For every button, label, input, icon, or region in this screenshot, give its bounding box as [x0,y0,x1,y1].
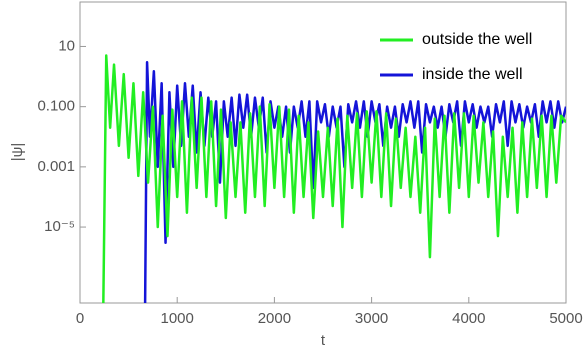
y-axis-label: |ψ| [9,143,26,162]
y-tick-label: 0.100 [37,98,75,115]
legend-label: inside the well [422,66,523,83]
plot-frame [79,1,567,304]
x-tick-label: 2000 [258,310,291,327]
x-tick-label: 4000 [452,310,485,327]
y-tick-label: 10 [58,37,75,54]
x-tick-label: 1000 [161,310,194,327]
line-series [102,54,566,303]
y-tick-label: 0.001 [37,158,75,175]
x-tick-label: 5000 [549,310,582,327]
y-tick-label: 10⁻⁵ [44,218,75,235]
x-axis-label: t [321,332,326,349]
x-tick-label: 3000 [355,310,388,327]
legend-label: outside the well [422,31,532,48]
x-tick-label: 0 [76,310,84,327]
plot-area [102,54,566,303]
